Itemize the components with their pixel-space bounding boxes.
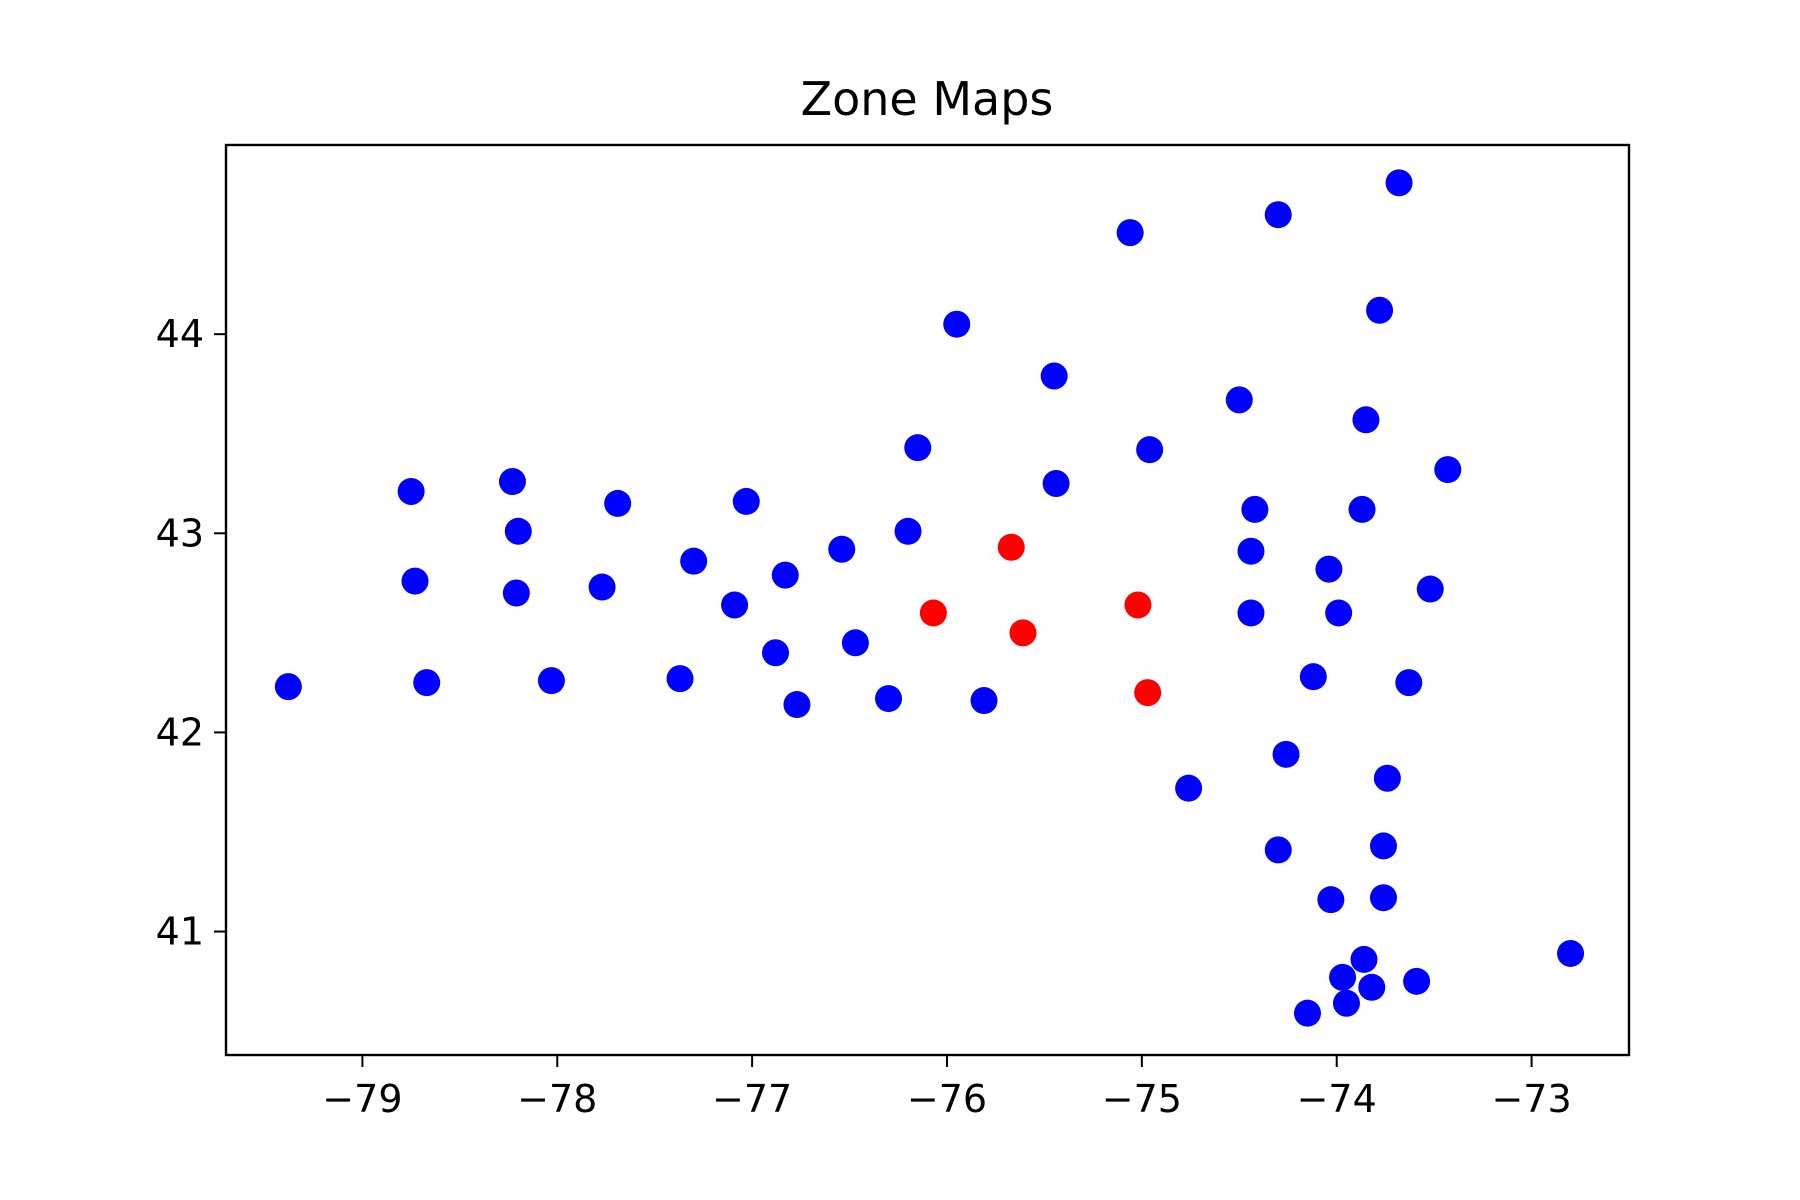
data-point: [1315, 555, 1343, 583]
data-point: [828, 535, 856, 563]
data-point: [1329, 963, 1357, 991]
x-tick-label: −74: [1297, 1077, 1377, 1121]
data-point: [1350, 945, 1378, 973]
data-point: [397, 477, 425, 505]
data-point: [1237, 599, 1265, 627]
y-axis: 41 42 43 44: [156, 312, 226, 954]
data-point: [604, 489, 632, 517]
data-point: [1264, 201, 1292, 229]
data-point: [1403, 967, 1431, 995]
data-point: [1040, 362, 1068, 390]
data-point: [1325, 599, 1353, 627]
data-point: [875, 685, 903, 713]
data-point: [680, 547, 708, 575]
chart-title: Zone Maps: [801, 72, 1054, 126]
data-point: [1332, 989, 1360, 1017]
data-point: [762, 639, 790, 667]
data-point: [904, 434, 932, 462]
data-point: [1358, 973, 1386, 1001]
data-point: [1225, 386, 1253, 414]
data-point: [1366, 296, 1394, 324]
data-point: [1434, 456, 1462, 484]
data-point: [1369, 832, 1397, 860]
data-point: [943, 310, 971, 338]
data-point: [1352, 406, 1380, 434]
data-point: [1317, 886, 1345, 914]
x-tick-label: −78: [517, 1077, 597, 1121]
data-point: [504, 517, 532, 545]
data-point: [1369, 884, 1397, 912]
data-point: [1124, 591, 1152, 619]
y-tick-label: 44: [156, 312, 204, 356]
data-point: [588, 573, 616, 601]
data-point: [919, 599, 947, 627]
x-tick-label: −75: [1102, 1077, 1182, 1121]
data-point: [783, 691, 811, 719]
data-point: [841, 629, 869, 657]
data-point: [1264, 836, 1292, 864]
y-tick-label: 42: [156, 710, 204, 754]
y-tick-label: 41: [156, 910, 204, 954]
data-point: [1385, 169, 1413, 197]
data-point: [771, 561, 799, 589]
data-point: [1395, 669, 1423, 697]
data-point: [997, 533, 1025, 561]
data-point: [1116, 219, 1144, 247]
data-point: [1299, 663, 1327, 691]
data-point: [537, 667, 565, 695]
data-point: [413, 669, 441, 697]
data-point: [1272, 740, 1300, 768]
x-tick-label: −76: [907, 1077, 987, 1121]
data-point: [1134, 679, 1162, 707]
y-tick-label: 43: [156, 511, 204, 555]
data-point: [1373, 764, 1401, 792]
data-point: [666, 665, 694, 693]
data-point: [894, 517, 922, 545]
data-point: [1136, 436, 1164, 464]
data-point: [1293, 999, 1321, 1027]
data-point: [1416, 575, 1444, 603]
plot-points: [274, 169, 1585, 1027]
data-point: [721, 591, 749, 619]
data-point: [1009, 619, 1037, 647]
data-point: [1175, 774, 1203, 802]
data-point: [1042, 470, 1070, 498]
data-point: [502, 579, 530, 607]
data-point: [401, 567, 429, 595]
x-axis: −79 −78 −77 −76 −75 −74 −73: [322, 1055, 1572, 1121]
x-tick-label: −73: [1491, 1077, 1571, 1121]
data-point: [1348, 495, 1376, 523]
data-point: [970, 687, 998, 715]
data-point: [498, 468, 526, 496]
data-point: [1237, 537, 1265, 565]
data-point: [1557, 939, 1585, 967]
x-tick-label: −79: [322, 1077, 402, 1121]
data-point: [732, 487, 760, 515]
data-point: [274, 673, 302, 701]
data-point: [1241, 495, 1269, 523]
x-tick-label: −77: [712, 1077, 792, 1121]
plot-frame: [224, 143, 1631, 1057]
